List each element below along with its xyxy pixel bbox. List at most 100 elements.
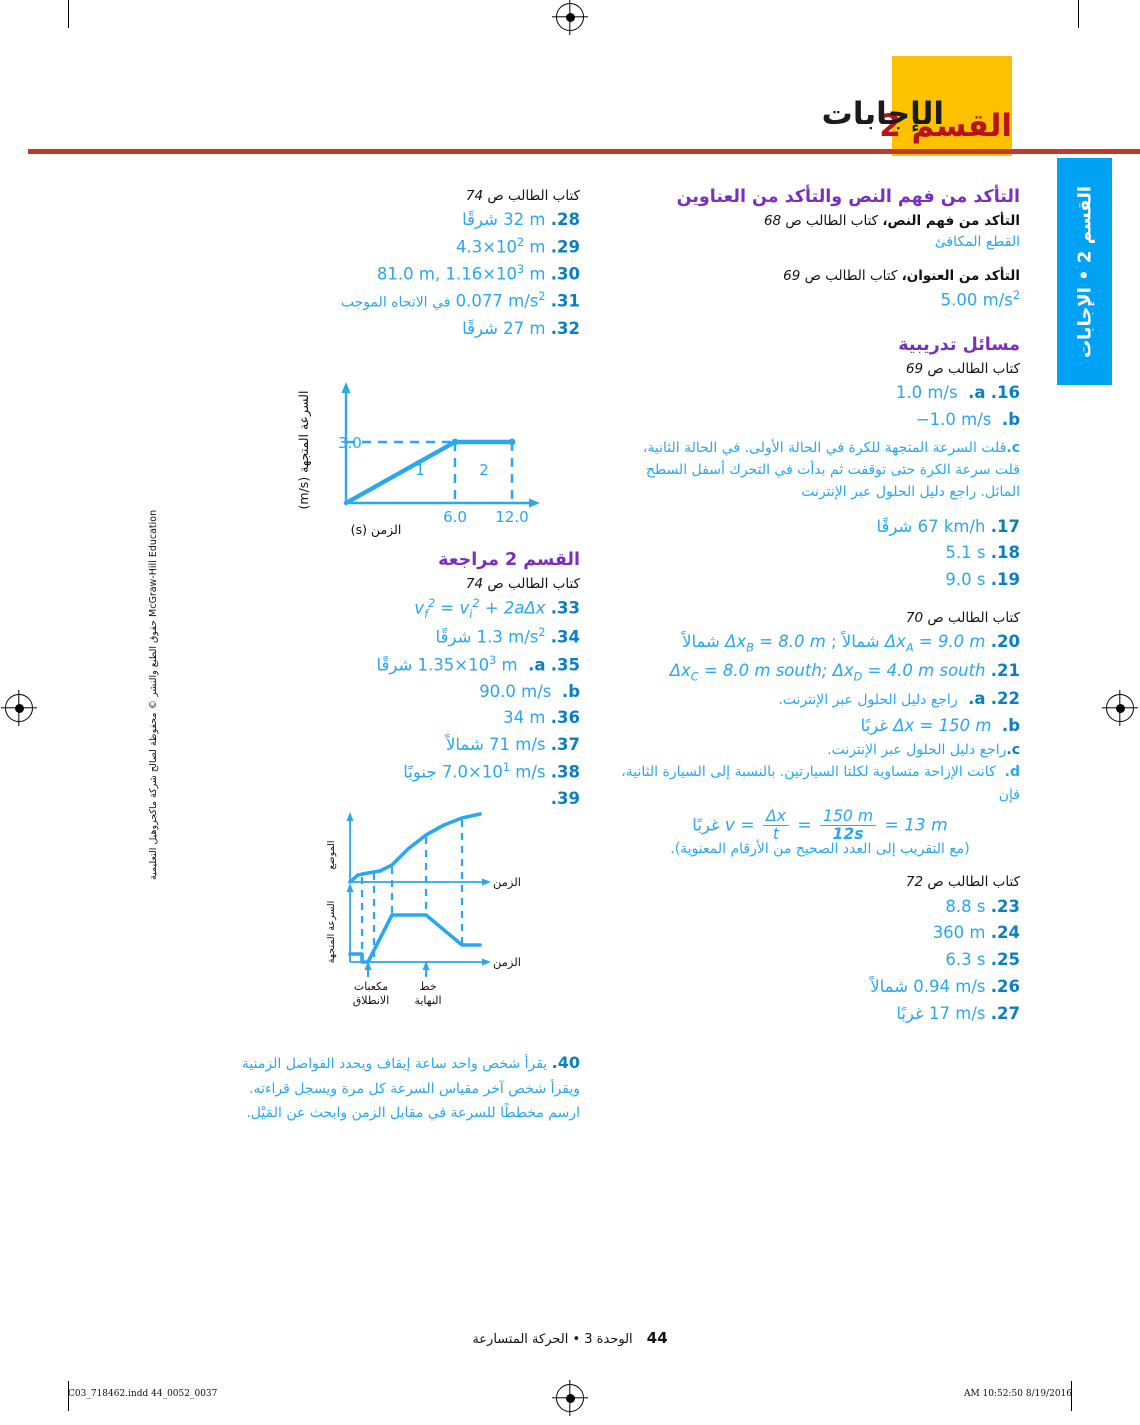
- book-reference-5: كتاب الطالب ص 72: [620, 872, 1020, 892]
- answer-item-26: 26. 0.94 m/s شمالاً: [870, 976, 1020, 996]
- figure-1-region-1: 1: [415, 461, 425, 479]
- print-footer-rule-left: [68, 1381, 69, 1411]
- formula-frac2-denominator: 12s: [820, 824, 877, 843]
- answer-item-40-number: 40.: [551, 1052, 580, 1072]
- figure-1-region-2: 2: [479, 461, 489, 479]
- answer-item-20: 20. ΔxA = 9.0 m شمالاً ; ΔxB = 8.0 m شما…: [682, 632, 1020, 655]
- answer-item-22a-text: راجع دليل الحلول عبر الإنترنت.: [778, 692, 958, 709]
- figure-1-ytick-3: 3.0: [338, 434, 362, 452]
- figure-2-mark-2a: خط: [419, 980, 436, 993]
- book-reference-4-page: 70: [905, 609, 924, 626]
- figure-1-svg: 3.0 6.0 12.0 1 2 السرعة المتجهة (m/s): [296, 382, 540, 523]
- section-heading-practice: مسائل تدريبية: [898, 335, 1020, 356]
- answer-item-23: 23. 8.8 s: [945, 896, 1020, 916]
- print-file-name: 0037_0052_C03_718462.indd 44: [68, 1389, 218, 1399]
- figure-2-svg: الموضع الزمن السرعة المتجهة: [326, 811, 521, 1007]
- book-reference-review-page: 74: [465, 576, 484, 593]
- book-reference-4-text: كتاب الطالب ص: [927, 609, 1020, 626]
- answer-item-37: 37. 71 m/s شمالاً: [445, 735, 580, 755]
- answer-item-22d: d. كانت الإزاحة متساوية لكلتا السيارتين.…: [621, 764, 1020, 803]
- page-footer: 44 الوحدة 3 • الحركة المتسارعة: [0, 1328, 1140, 1347]
- answer-item-16c: c.قلت السرعة المتجهة للكرة في الحالة الأ…: [642, 439, 1020, 501]
- answer-item-25: 25. 6.3 s: [945, 950, 1020, 970]
- answer-item-38: 38. 7.0×101 m/s جنوبًا: [403, 760, 580, 782]
- answer-item-16a: 16. a. 1.0 m/s: [895, 383, 1020, 403]
- formula-frac2-numerator: 150 m: [823, 806, 874, 826]
- registration-mark-right: [1106, 694, 1134, 722]
- figure-2-mark-1a: مكعبات: [354, 980, 388, 993]
- crop-mark-top-right: [1078, 0, 1079, 28]
- answer-item-35a: 35. a. 1.35×103 m شرقًا: [376, 653, 580, 675]
- book-reference-1-bold: التأكد من فهم النص،: [882, 212, 1020, 229]
- figure-1-xtick-12: 12.0: [495, 508, 528, 523]
- answer-item-16c-text: قلت السرعة المتجهة للكرة في الحالة الأول…: [642, 439, 1020, 501]
- book-reference-3-page: 69: [905, 360, 924, 377]
- answer-item-27: 27. 17 m/s غربًا: [896, 1003, 1020, 1023]
- book-reference-2-rest: كتاب الطالب ص: [804, 267, 898, 284]
- figure-velocity-time-graph: 3.0 6.0 12.0 1 2 السرعة المتجهة (m/s) ال…: [220, 358, 580, 537]
- answer-item-31: 31. 0.077 m/s2 في الاتجاه الموجب: [340, 290, 580, 311]
- registration-mark-left: [5, 694, 33, 722]
- book-reference-top: كتاب الطالب ص 74: [230, 186, 580, 206]
- formula-frac1-denominator: t: [763, 824, 789, 843]
- answer-item-22d-note: (مع التقريب إلى العدد الصحيح من الأرقام …: [670, 840, 970, 857]
- page-header: القسم 2 الإجابات: [0, 56, 1140, 156]
- book-reference-review: كتاب الطالب ص 74: [230, 574, 580, 594]
- print-footer: 0037_0052_C03_718462.indd 44 8/19/2016 1…: [68, 1381, 1072, 1411]
- book-reference-3: كتاب الطالب ص 69: [620, 359, 1020, 379]
- side-tab-label: القسم 2 • الإجابات: [1074, 185, 1095, 358]
- answer-item-22b: b. Δx = 150 m غربًا: [860, 715, 1020, 735]
- figure-2-bottom-ylabel: السرعة المتجهة: [326, 901, 337, 964]
- answer-comprehension-1: القطع المكافئ: [934, 234, 1020, 250]
- figure-1-xlabel: الزمن (s): [350, 522, 402, 538]
- book-reference-2: التأكد من العنوان، كتاب الطالب ص 69: [620, 266, 1020, 286]
- section-heading-review: القسم 2 مراجعة: [438, 550, 580, 571]
- page-number: 44: [646, 1329, 668, 1347]
- answer-comprehension-2: 5.00 m/s2: [940, 288, 1020, 310]
- print-footer-rule-right: [1071, 1381, 1072, 1411]
- figure-2-bottom-xlabel: الزمن: [493, 955, 521, 970]
- formula-frac1-numerator: Δx: [766, 806, 786, 826]
- section-badge: القسم 2: [879, 56, 1012, 156]
- right-column: التأكد من فهم النص والتأكد من العناوين ا…: [620, 186, 1020, 1027]
- answer-item-22c-text: راجع دليل الحلول عبر الإنترنت.: [827, 741, 1007, 758]
- figure-2-top-ylabel: الموضع: [326, 840, 337, 869]
- figure-position-velocity-graph: الموضع الزمن السرعة المتجهة: [170, 807, 580, 1007]
- answer-item-21: 21. ΔxC = 8.0 m south; ΔxD = 4.0 m south: [669, 660, 1020, 683]
- answer-item-29: 29. 4.3×102 m: [455, 235, 580, 257]
- answer-item-28: 28. 32 m شرقًا: [462, 210, 580, 230]
- answer-item-17: 17. 67 km/h شرقًا: [876, 516, 1020, 536]
- answer-item-39: 39.: [550, 789, 580, 809]
- book-reference-2-bold: التأكد من العنوان،: [901, 267, 1020, 284]
- figure-1-ylabel: السرعة المتجهة (m/s): [296, 391, 312, 510]
- answer-item-32: 32. 27 m شرقًا: [462, 318, 580, 338]
- answer-item-35b: b. 90.0 m/s: [479, 681, 580, 701]
- figure-1-xtick-6: 6.0: [443, 508, 467, 523]
- book-reference-3-text: كتاب الطالب ص: [927, 360, 1020, 377]
- book-reference-2-page: 69: [783, 267, 801, 284]
- book-reference-review-text: كتاب الطالب ص: [487, 576, 580, 593]
- left-column: كتاب الطالب ص 74 28. 32 m شرقًا 29. 4.3×…: [230, 186, 580, 1126]
- answer-item-22a: 22. a. راجع دليل الحلول عبر الإنترنت.: [778, 689, 1020, 709]
- registration-mark-bottom: [556, 1384, 584, 1412]
- answer-item-18: 18. 5.1 s: [945, 543, 1020, 563]
- book-reference-top-page: 74: [465, 188, 484, 204]
- book-reference-1-page: 68: [763, 212, 782, 229]
- book-reference-5-page: 72: [905, 874, 924, 891]
- book-reference-1-rest: كتاب الطالب ص: [785, 212, 879, 229]
- answer-item-16b: b. −1.0 m/s: [915, 409, 1020, 429]
- registration-mark-top: [556, 3, 584, 31]
- figure-2-mark-2b: النهاية: [414, 994, 441, 1007]
- book-reference-top-text: كتاب الطالب ص: [487, 188, 580, 204]
- answer-item-36: 36. 34 m: [503, 708, 580, 728]
- answer-item-34: 34. 1.3 m/s2 شرقًا: [435, 626, 580, 647]
- answer-item-24: 24. 360 m: [932, 923, 1020, 943]
- header-rule: [28, 149, 1140, 154]
- answer-item-22c: c.راجع دليل الحلول عبر الإنترنت.: [827, 741, 1020, 758]
- book-reference-4: كتاب الطالب ص 70: [620, 608, 1020, 628]
- page-title: الإجابات: [821, 96, 944, 132]
- crop-mark-top-left: [68, 0, 69, 28]
- answer-item-22d-text: كانت الإزاحة متساوية لكلتا السيارتين. با…: [621, 764, 1020, 803]
- formula-direction: غربًا: [692, 815, 720, 835]
